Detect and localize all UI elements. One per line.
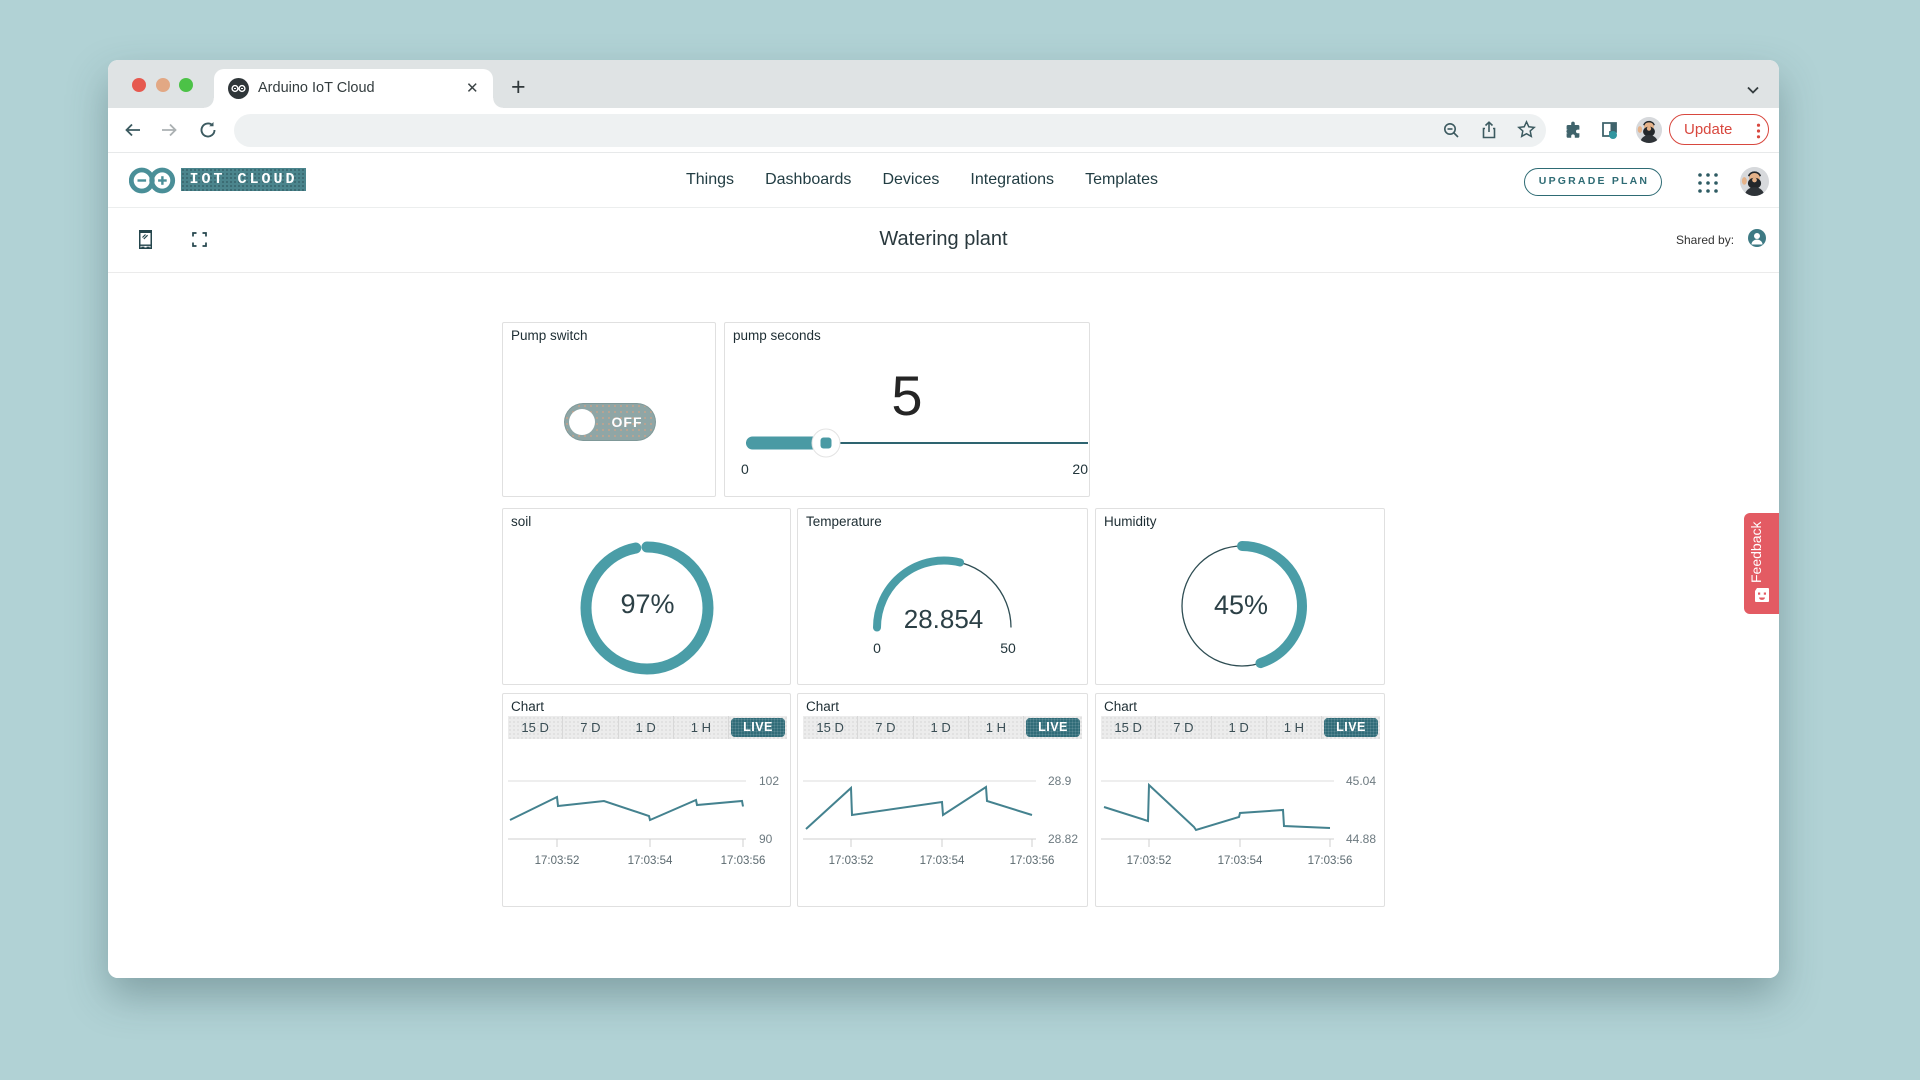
svg-text:44.88: 44.88 bbox=[1346, 832, 1376, 846]
svg-text:17:03:56: 17:03:56 bbox=[1308, 855, 1353, 867]
svg-text:45.04: 45.04 bbox=[1346, 774, 1376, 788]
svg-text:17:03:56: 17:03:56 bbox=[721, 855, 766, 867]
svg-text:17:03:56: 17:03:56 bbox=[1010, 855, 1055, 867]
svg-text:28.82: 28.82 bbox=[1048, 832, 1078, 846]
svg-text:17:03:52: 17:03:52 bbox=[1127, 855, 1172, 867]
svg-text:17:03:54: 17:03:54 bbox=[628, 855, 673, 867]
svg-text:17:03:54: 17:03:54 bbox=[920, 855, 965, 867]
svg-text:17:03:52: 17:03:52 bbox=[829, 855, 874, 867]
svg-text:28.9: 28.9 bbox=[1048, 774, 1072, 788]
svg-text:90: 90 bbox=[759, 832, 773, 846]
svg-text:17:03:54: 17:03:54 bbox=[1218, 855, 1263, 867]
svg-text:102: 102 bbox=[759, 774, 779, 788]
svg-text:17:03:52: 17:03:52 bbox=[535, 855, 580, 867]
